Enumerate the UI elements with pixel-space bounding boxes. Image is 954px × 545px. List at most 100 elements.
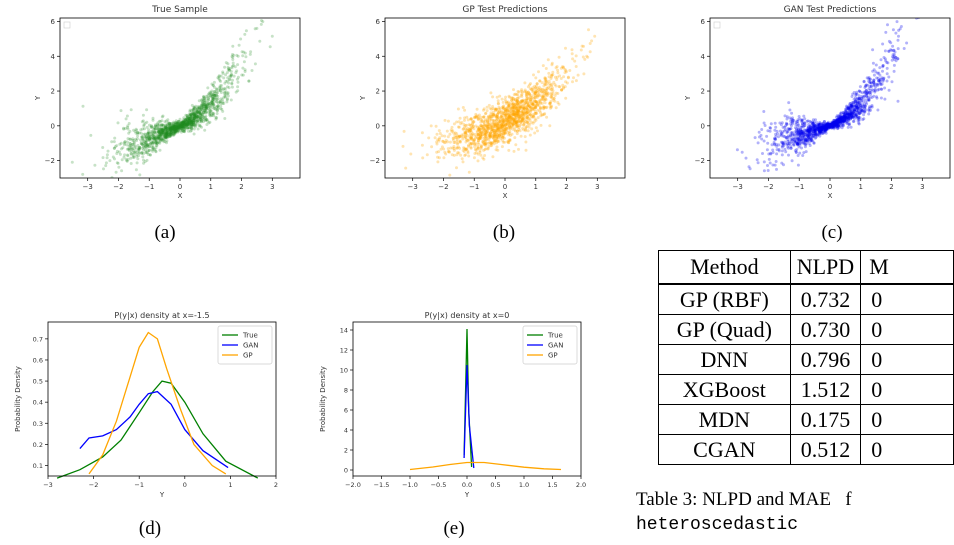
scatter-point [556, 101, 560, 104]
scatter-point [851, 112, 855, 116]
scatter-point [511, 123, 515, 127]
scatter-point [799, 131, 803, 135]
scatter-point [496, 123, 500, 127]
scatter-point [818, 132, 821, 136]
scatter-point [204, 117, 208, 121]
scatter-point [500, 97, 504, 101]
scatter-point [857, 97, 861, 100]
y-tick-label: 6 [51, 18, 56, 26]
scatter-point [139, 128, 143, 132]
scatter-point [526, 101, 530, 105]
scatter-point [465, 139, 469, 143]
scatter-point [516, 109, 520, 113]
scatter-point [525, 116, 529, 120]
scatter-point [457, 125, 461, 129]
scatter-point [191, 121, 195, 125]
scatter-point [207, 110, 211, 114]
scatter-point [785, 115, 789, 119]
scatter-point [844, 118, 848, 122]
scatter-point [165, 141, 168, 145]
scatter-point [556, 68, 560, 72]
scatter-point [801, 135, 804, 139]
series-line-gp [88, 331, 227, 475]
scatter-point [843, 109, 847, 113]
scatter-point [858, 103, 862, 106]
scatter-point [511, 122, 515, 126]
scatter-point [131, 154, 135, 158]
scatter-point [446, 140, 450, 144]
scatter-point [501, 135, 505, 139]
scatter-point [499, 123, 503, 127]
scatter-point [513, 119, 517, 123]
scatter-point [818, 128, 822, 132]
scatter-point [516, 113, 520, 117]
scatter-point [105, 156, 109, 160]
scatter-point [844, 115, 848, 119]
scatter-point [131, 138, 135, 142]
scatter-point [169, 124, 172, 128]
scatter-point [142, 140, 146, 144]
scatter-point [167, 122, 171, 125]
y-tick-label: 6 [376, 18, 381, 26]
scatter-point [802, 151, 806, 155]
scatter-point [176, 127, 180, 131]
scatter-point [455, 120, 459, 124]
scatter-point [806, 131, 810, 135]
scatter-point [798, 151, 802, 155]
scatter-point [822, 130, 826, 134]
scatter-point [554, 91, 558, 95]
scatter-point [487, 133, 491, 137]
scatter-point [794, 123, 798, 127]
scatter-point [829, 124, 833, 128]
scatter-point [211, 96, 215, 100]
scatter-point [808, 137, 812, 141]
scatter-point [219, 79, 222, 83]
scatter-point [214, 93, 218, 97]
y-axis-label: Probability Density [14, 366, 22, 432]
scatter-point [865, 76, 869, 80]
scatter-point [141, 133, 145, 136]
x-tick-label: −2 [763, 183, 773, 191]
scatter-point [814, 118, 817, 122]
scatter-point [512, 105, 516, 109]
scatter-point [193, 116, 196, 120]
scatter-point [849, 113, 853, 117]
scatter-point [172, 124, 175, 128]
scatter-point [166, 132, 170, 136]
scatter-point [839, 121, 843, 125]
scatter-point [829, 124, 833, 128]
scatter-point [174, 124, 178, 128]
scatter-point [795, 142, 799, 145]
scatter-point [529, 94, 533, 98]
scatter-point [557, 102, 561, 106]
scatter-point [863, 106, 867, 110]
scatter-point [807, 129, 811, 133]
scatter-point [173, 130, 177, 134]
scatter-point [202, 95, 206, 98]
scatter-point [492, 126, 496, 130]
scatter-point [214, 99, 218, 103]
scatter-point [550, 96, 554, 100]
scatter-point [867, 98, 871, 102]
scatter-point [231, 55, 235, 59]
scatter-point [836, 123, 840, 126]
scatter-point [483, 138, 487, 142]
scatter-point [850, 108, 854, 112]
scatter-point [580, 44, 584, 48]
scatter-point [507, 141, 511, 145]
scatter-point [780, 141, 784, 145]
scatter-point [154, 150, 158, 154]
scatter-point [825, 128, 828, 132]
scatter-point [196, 118, 200, 122]
scatter-point [160, 132, 164, 136]
scatter-point [527, 92, 531, 96]
scatter-point [157, 130, 161, 134]
scatter-point [511, 106, 514, 110]
scatter-point [499, 126, 503, 129]
scatter-point [820, 130, 824, 134]
scatter-point [781, 130, 785, 134]
scatter-point [201, 120, 205, 124]
scatter-point [484, 124, 488, 128]
scatter-point [510, 99, 513, 102]
scatter-point [486, 121, 490, 125]
